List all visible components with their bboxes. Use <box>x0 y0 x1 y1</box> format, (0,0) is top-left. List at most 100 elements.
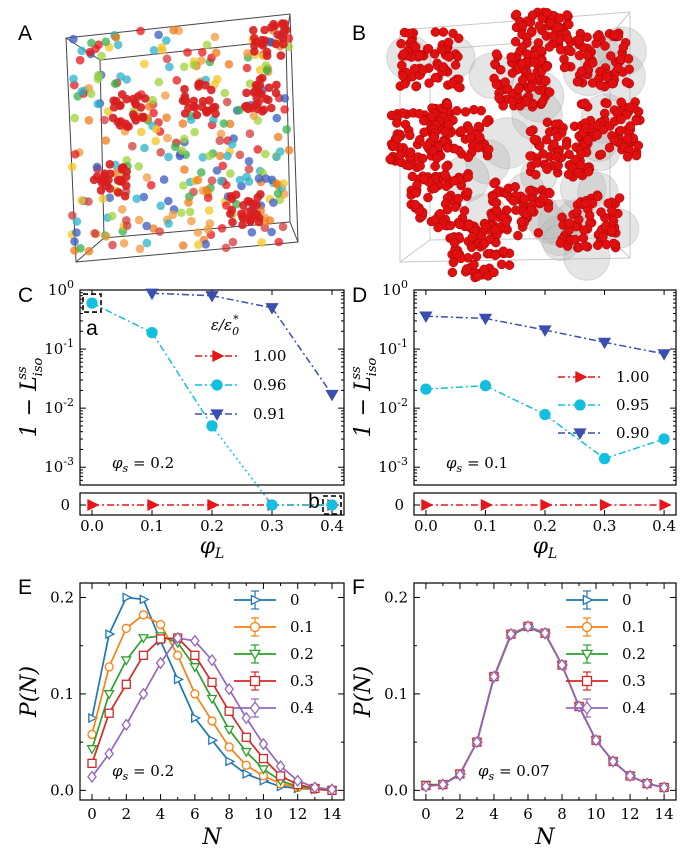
particle <box>279 39 288 49</box>
data-point <box>103 690 115 700</box>
particle <box>432 153 442 164</box>
particle <box>592 240 603 251</box>
particle <box>159 175 169 184</box>
particle <box>93 99 103 109</box>
data-point <box>223 725 235 736</box>
particle <box>105 169 115 179</box>
legend-label: 1.00 <box>253 347 286 365</box>
y-axis-label-sub: iso <box>365 357 380 376</box>
data-point <box>265 303 279 315</box>
particle <box>525 151 535 161</box>
particle <box>120 191 130 201</box>
data-point <box>155 656 166 670</box>
particle <box>422 140 432 151</box>
particle <box>169 25 178 35</box>
legend-label: 0.91 <box>253 405 286 423</box>
particle <box>101 37 111 47</box>
legend-label: 0.3 <box>622 672 646 690</box>
particle <box>607 205 617 216</box>
particle <box>583 166 594 177</box>
particle <box>172 76 182 85</box>
particle <box>101 136 111 145</box>
particle <box>572 77 583 87</box>
data-point <box>642 777 652 790</box>
particle <box>596 149 607 160</box>
particle <box>235 150 245 160</box>
y-axis-label: P(N) <box>351 666 376 718</box>
data-point <box>657 349 671 361</box>
y-tick-label: 0.0 <box>384 781 408 799</box>
data-point <box>241 732 251 742</box>
particle <box>193 228 203 237</box>
particle <box>69 74 78 84</box>
data-point <box>250 594 262 606</box>
particle <box>578 233 589 243</box>
particle <box>453 51 463 62</box>
particle <box>203 225 213 234</box>
legend-label: 0.1 <box>622 618 646 636</box>
particle <box>118 163 128 172</box>
x-tick-label: 14 <box>322 805 341 823</box>
y-tick-label: 10-2 <box>44 396 74 417</box>
data-point <box>421 780 431 793</box>
x-tick-label: 0.4 <box>320 517 344 535</box>
data-point <box>137 634 149 644</box>
particle <box>151 124 161 134</box>
particle <box>179 134 189 144</box>
data-point <box>173 674 184 685</box>
data-point <box>478 313 493 326</box>
particle <box>248 206 257 215</box>
particle <box>228 237 238 247</box>
particle <box>122 221 132 230</box>
particle <box>218 161 228 171</box>
legend-label: 0.96 <box>253 376 286 394</box>
particle <box>582 50 592 60</box>
data-point <box>580 649 594 661</box>
data-point <box>659 498 672 512</box>
particle <box>134 162 143 171</box>
legend-title-sup: * <box>233 313 239 326</box>
legend-label: 0.3 <box>290 672 314 690</box>
particle <box>278 222 288 232</box>
data-point <box>599 498 612 512</box>
particle <box>165 62 174 72</box>
data-point <box>240 747 252 758</box>
particle <box>272 152 281 162</box>
particle <box>244 164 254 174</box>
point-label-a: a <box>86 317 98 340</box>
y-axis-label-sub: iso <box>31 357 46 376</box>
particle <box>100 115 109 125</box>
x-tick-label: 0.4 <box>652 517 676 535</box>
data-point <box>121 623 131 633</box>
particle <box>451 106 462 116</box>
particle <box>592 120 603 131</box>
particle <box>543 203 554 213</box>
particle <box>122 75 131 84</box>
particle <box>430 27 441 37</box>
particle <box>161 91 170 100</box>
particle <box>519 194 530 204</box>
particle <box>542 117 553 128</box>
particle <box>415 134 425 145</box>
data-point <box>257 765 269 775</box>
data-point <box>582 594 594 606</box>
panel-label-e: E <box>18 576 32 599</box>
particle <box>541 135 552 145</box>
particle <box>553 160 563 171</box>
particle <box>526 72 537 83</box>
data-point <box>659 781 669 794</box>
particle <box>162 113 171 122</box>
particle <box>564 218 574 228</box>
particle <box>132 194 141 203</box>
data-point <box>489 670 499 683</box>
data-point <box>190 689 200 699</box>
particle <box>223 151 232 161</box>
particle <box>570 234 580 245</box>
particle <box>267 23 276 32</box>
data-point <box>540 498 553 512</box>
particle <box>609 30 620 40</box>
particle <box>498 246 509 256</box>
phi-s-annotation: φs = 0.1 <box>446 454 508 475</box>
particle <box>121 119 130 129</box>
x-tick-label: 0.3 <box>260 517 284 535</box>
